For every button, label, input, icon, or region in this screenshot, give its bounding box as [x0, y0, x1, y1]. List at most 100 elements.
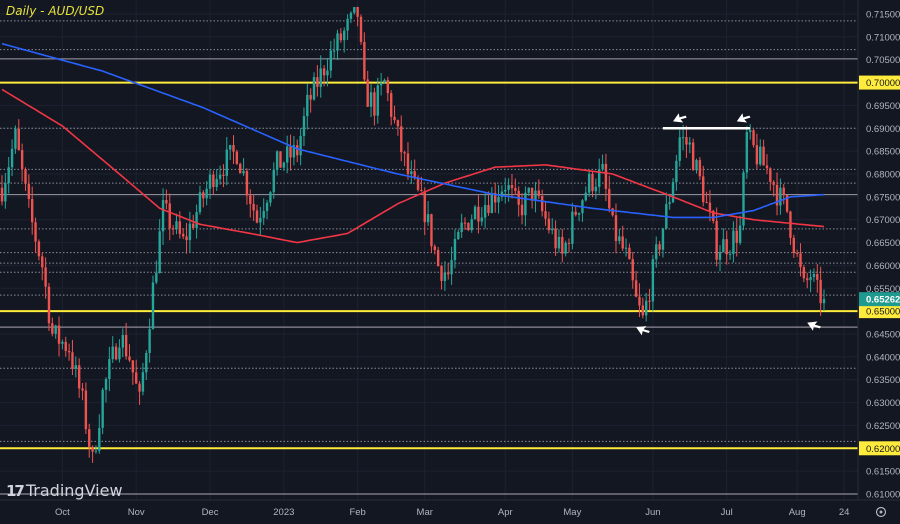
moving-average-fast — [1, 88, 825, 244]
candle — [722, 239, 725, 253]
candle — [151, 282, 155, 330]
candle — [426, 214, 430, 223]
candle — [158, 231, 161, 274]
candle — [185, 236, 188, 241]
candle — [450, 260, 453, 275]
candle — [661, 228, 665, 250]
candle — [470, 219, 473, 231]
candle — [785, 195, 789, 212]
candle — [289, 146, 292, 158]
candle — [410, 171, 413, 174]
candle — [47, 286, 51, 324]
candle — [483, 205, 487, 218]
horizontal-levels — [0, 20, 858, 495]
candle — [759, 146, 762, 165]
candle — [587, 173, 591, 193]
candle — [738, 225, 742, 243]
price-tick-label: 0.70500 — [866, 55, 900, 66]
candle — [809, 277, 812, 281]
price-tick-label: 0.69500 — [866, 101, 900, 112]
candle — [638, 296, 641, 306]
candle — [389, 93, 393, 117]
candle — [775, 184, 779, 206]
candle — [353, 7, 356, 13]
candle — [161, 200, 165, 232]
candle — [94, 450, 98, 452]
candle — [651, 259, 655, 302]
price-tick-label: 0.67500 — [866, 192, 900, 203]
candle — [614, 215, 618, 241]
candle — [0, 187, 4, 202]
candle — [249, 195, 252, 204]
candle — [383, 79, 386, 83]
candle — [644, 300, 648, 316]
candle — [393, 116, 396, 121]
candle — [742, 172, 745, 226]
candle — [44, 267, 47, 287]
candle — [430, 214, 433, 247]
candle — [473, 206, 477, 220]
candle — [339, 33, 343, 41]
level-price-tag — [859, 441, 900, 456]
candle — [655, 244, 658, 260]
candle — [403, 152, 406, 154]
candle — [795, 253, 799, 255]
candle — [272, 169, 275, 193]
candle — [544, 211, 547, 219]
candle — [698, 160, 702, 177]
candle — [329, 50, 332, 71]
candle — [245, 171, 249, 196]
settings-icon-center — [879, 510, 883, 514]
candle — [111, 346, 114, 360]
candle — [366, 79, 369, 107]
candle — [131, 360, 135, 373]
level-price-tag — [859, 304, 900, 319]
candle — [591, 173, 594, 192]
price-axis[interactable]: 0.71500 0.71000 0.70500 0.69500 0.69000 0.685… — [857, 0, 900, 524]
candle — [312, 77, 316, 100]
level-price-tag — [859, 75, 900, 90]
candle — [792, 237, 796, 254]
candle — [490, 192, 494, 213]
candle — [64, 341, 67, 351]
candle — [534, 190, 537, 201]
candle — [510, 185, 514, 189]
time-tick-label: Nov — [128, 507, 145, 518]
candle — [332, 50, 336, 52]
candle — [691, 142, 695, 171]
candle — [27, 183, 31, 199]
candle — [302, 116, 306, 137]
price-tick-label: 0.65500 — [866, 284, 900, 295]
candle — [732, 230, 735, 254]
moving-average-slow — [1, 42, 825, 219]
price-tick-label: 0.66500 — [866, 238, 900, 249]
candle — [336, 33, 339, 51]
candle — [396, 120, 400, 127]
candle — [91, 446, 94, 452]
candle — [594, 186, 598, 192]
candle — [822, 299, 826, 304]
candle — [265, 202, 269, 211]
time-tick-label: Aug — [789, 507, 806, 518]
candle — [497, 196, 500, 203]
candle — [789, 211, 792, 238]
time-axis[interactable]: Oct Nov Dec 2023 Feb Mar Apr May Jun Jul Aug 24 — [0, 499, 900, 524]
arrow-cursor-icon — [736, 113, 751, 123]
settings-icon[interactable] — [875, 506, 887, 518]
candle — [406, 153, 410, 174]
candle — [171, 228, 175, 230]
last-price-label: 0.65262 — [866, 295, 900, 306]
candle — [685, 137, 688, 145]
candle — [819, 279, 822, 304]
candle — [259, 217, 262, 223]
candle — [67, 350, 71, 353]
candle — [198, 192, 202, 213]
candle — [601, 163, 604, 170]
candle — [292, 145, 296, 158]
candle — [447, 272, 450, 275]
time-tick-label: 24 — [839, 507, 850, 518]
candle — [806, 278, 809, 281]
candle — [611, 208, 614, 216]
time-tick-label: Feb — [349, 507, 365, 518]
